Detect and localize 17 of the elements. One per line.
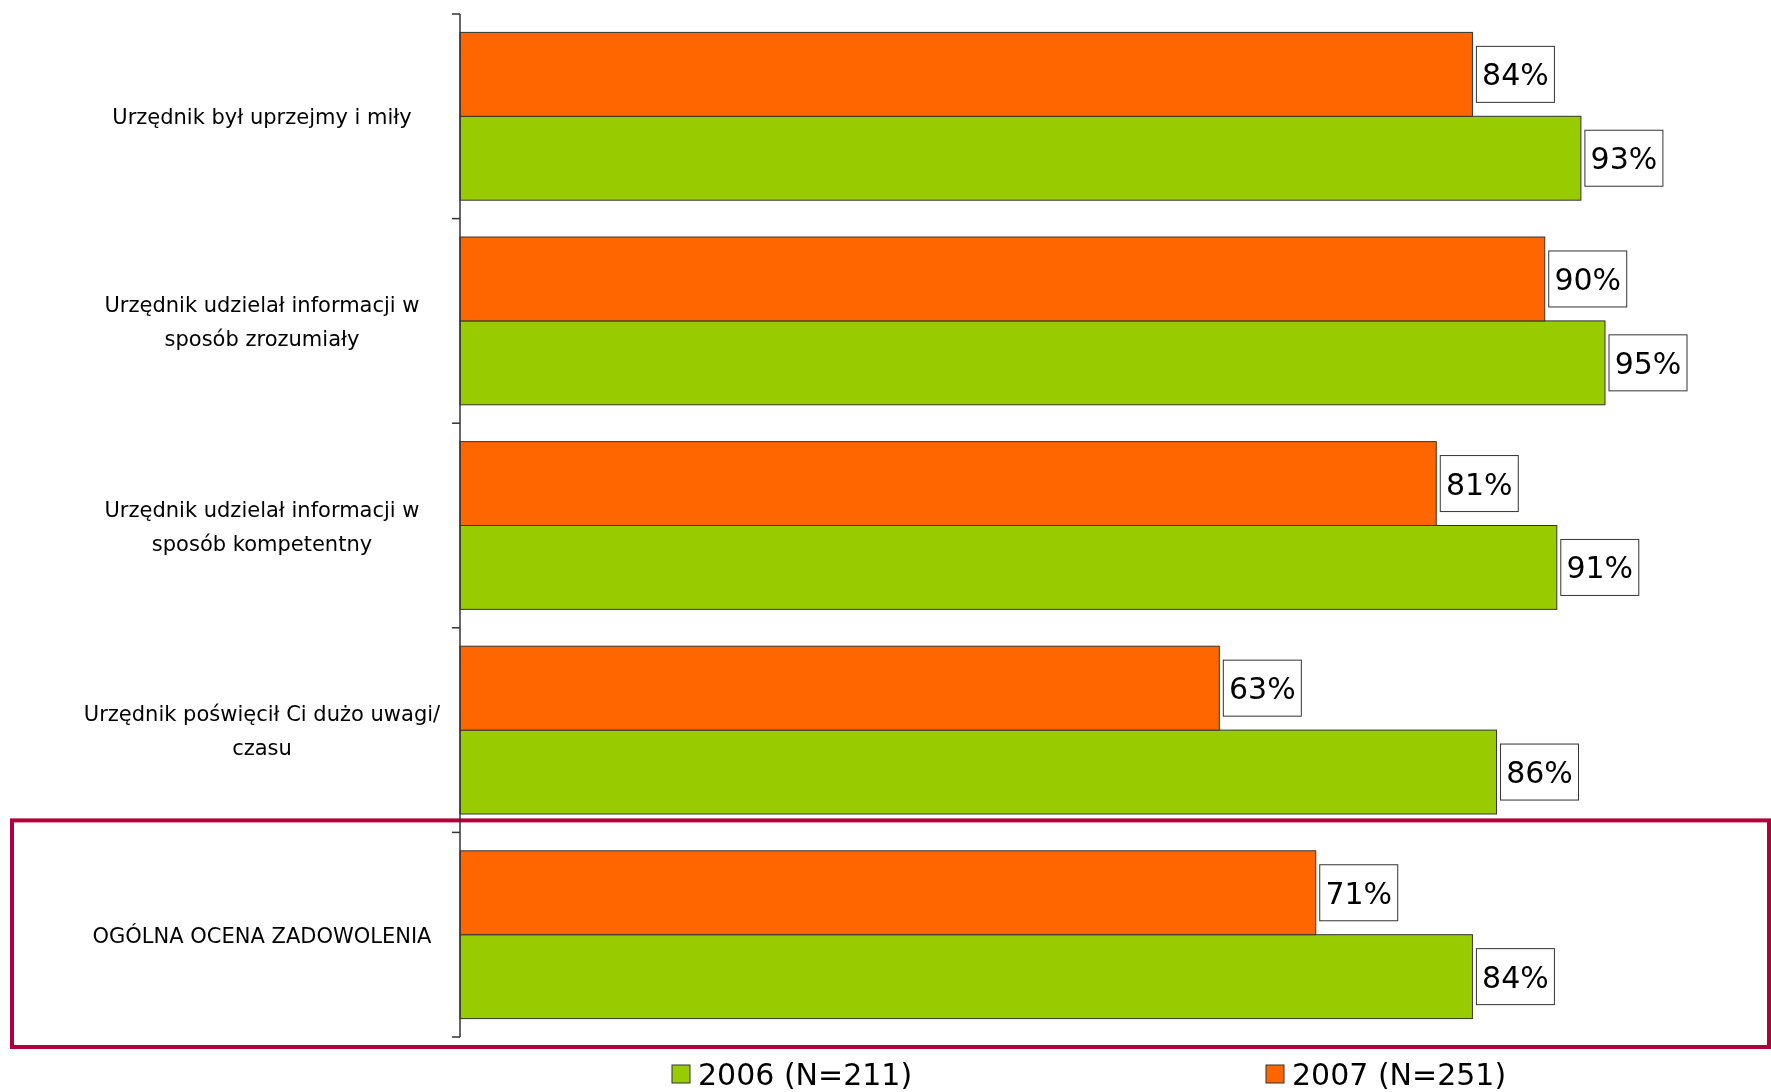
y-tick-label: Urzędnik był uprzejmy i miły [112, 105, 412, 130]
data-label: 84% [1482, 959, 1549, 995]
data-label: 63% [1228, 671, 1296, 707]
data-label: 91% [1566, 550, 1634, 586]
y-tick-label: Urzędnik poświęcił Ci dużo uwagi/ czasu [83, 702, 442, 761]
data-label: 93% [1590, 141, 1658, 177]
y-tick-label: Urzędnik udzielał informacji w sposób kompetentny [104, 497, 420, 556]
y-tick-label: Urzędnik udzielał informacji w sposób zrozumiały [104, 292, 420, 351]
legend-label: 2007 (N=251) [1292, 1057, 1507, 1092]
data-label: 86% [1506, 755, 1573, 791]
data-label: 71% [1325, 875, 1393, 911]
data-label: 81% [1445, 466, 1513, 502]
data-label: 84% [1482, 57, 1549, 93]
data-label: 90% [1554, 261, 1622, 297]
y-tick-label: OGÓLNA OCENA ZADOWOLENIA [92, 922, 433, 948]
legend-label: 2006 (N=211) [698, 1057, 913, 1092]
data-label: 95% [1614, 345, 1682, 381]
